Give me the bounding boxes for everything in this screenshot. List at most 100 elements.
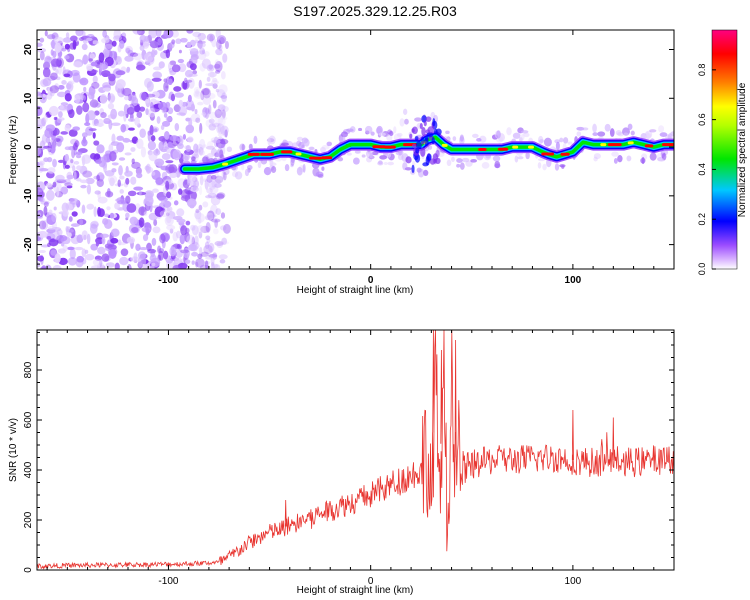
noise-blob xyxy=(148,107,156,118)
noise-blob xyxy=(81,30,86,37)
noise-blob xyxy=(39,51,45,61)
noise-blob xyxy=(219,259,226,264)
halo-blob xyxy=(645,133,652,140)
noise-blob xyxy=(136,138,144,150)
halo-blob xyxy=(191,156,196,162)
noise-blob xyxy=(37,145,42,156)
y-tick-label: 200 xyxy=(23,511,34,528)
noise-blob xyxy=(193,91,204,99)
noise-blob xyxy=(111,40,117,47)
noise-blob xyxy=(213,63,221,69)
noise-blob xyxy=(199,122,203,134)
noise-blob xyxy=(85,177,95,185)
noise-blob xyxy=(100,111,107,119)
noise-blob xyxy=(165,180,170,191)
halo-blob xyxy=(402,162,408,171)
burst-blob xyxy=(435,128,442,136)
halo-blob xyxy=(379,155,388,160)
halo-blob xyxy=(559,164,566,168)
noise-blob xyxy=(151,262,156,267)
noise-blob xyxy=(42,78,52,87)
noise-blob xyxy=(185,124,195,134)
noise-blob xyxy=(166,191,172,199)
noise-blob xyxy=(101,236,106,245)
x-tick-label: 0 xyxy=(368,275,374,286)
y-tick-label: -10 xyxy=(23,188,34,203)
halo-blob xyxy=(523,132,530,138)
noise-blob xyxy=(144,60,151,65)
colorbar-gradient xyxy=(711,29,738,270)
noise-blob xyxy=(208,242,215,253)
halo-blob xyxy=(506,127,512,136)
noise-blob xyxy=(148,30,158,39)
noise-blob xyxy=(95,123,105,127)
noise-blob xyxy=(58,111,63,118)
noise-blob xyxy=(87,33,95,39)
noise-blob xyxy=(89,40,93,45)
colorbar-tick-label: 0.6 xyxy=(697,113,707,126)
noise-blob xyxy=(81,154,92,165)
noise-blob xyxy=(43,201,49,207)
halo-blob xyxy=(593,153,601,160)
noise-blob xyxy=(44,30,48,37)
noise-blob xyxy=(199,264,210,269)
noise-blob xyxy=(176,112,186,116)
noise-blob xyxy=(150,50,156,58)
noise-blob xyxy=(126,69,130,73)
noise-blob xyxy=(102,218,109,225)
noise-blob xyxy=(165,116,173,122)
noise-blob xyxy=(117,110,125,117)
noise-blob xyxy=(133,252,138,261)
noise-blob xyxy=(64,124,71,132)
noise-blob xyxy=(135,64,146,71)
halo-blob xyxy=(470,158,478,163)
burst-blob xyxy=(432,118,436,127)
halo-blob xyxy=(201,156,209,163)
halo-blob xyxy=(514,155,519,163)
noise-blob xyxy=(187,136,194,143)
noise-blob xyxy=(44,55,52,65)
noise-blob xyxy=(194,39,199,44)
burst-blob xyxy=(419,123,423,130)
noise-blob xyxy=(200,225,210,234)
noise-blob xyxy=(95,240,100,247)
noise-blob xyxy=(171,64,181,73)
noise-blob xyxy=(220,241,230,245)
halo-blob xyxy=(248,143,253,150)
noise-blob xyxy=(191,251,199,257)
noise-blob xyxy=(109,212,115,219)
noise-blob xyxy=(80,184,87,189)
noise-blob xyxy=(46,147,52,151)
noise-blob xyxy=(79,77,89,86)
halo-blob xyxy=(269,162,277,166)
noise-blob xyxy=(86,110,96,121)
noise-blob xyxy=(69,198,79,205)
halo-blob xyxy=(370,131,375,136)
noise-blob xyxy=(64,164,70,169)
halo-blob xyxy=(445,130,450,135)
halo-blob xyxy=(555,141,560,151)
noise-blob xyxy=(64,93,72,102)
noise-blob xyxy=(54,42,62,54)
noise-blob xyxy=(144,195,154,207)
halo-blob xyxy=(321,166,325,171)
noise-blob xyxy=(72,40,77,50)
noise-blob xyxy=(100,233,110,238)
noise-blob xyxy=(90,152,97,160)
noise-blob xyxy=(220,137,226,149)
burst-blob xyxy=(431,136,435,145)
halo-blob xyxy=(627,123,633,130)
halo-blob xyxy=(543,137,552,147)
noise-blob xyxy=(176,218,186,224)
halo-blob xyxy=(182,154,190,162)
halo-blob xyxy=(216,151,220,157)
noise-blob xyxy=(110,108,118,120)
halo-blob xyxy=(542,163,547,171)
noise-blob xyxy=(42,93,47,98)
noise-blob xyxy=(37,262,41,268)
noise-blob xyxy=(163,81,169,93)
noise-blob xyxy=(126,106,135,115)
noise-blob xyxy=(81,43,88,51)
noise-blob xyxy=(51,212,57,223)
noise-blob xyxy=(43,206,48,216)
